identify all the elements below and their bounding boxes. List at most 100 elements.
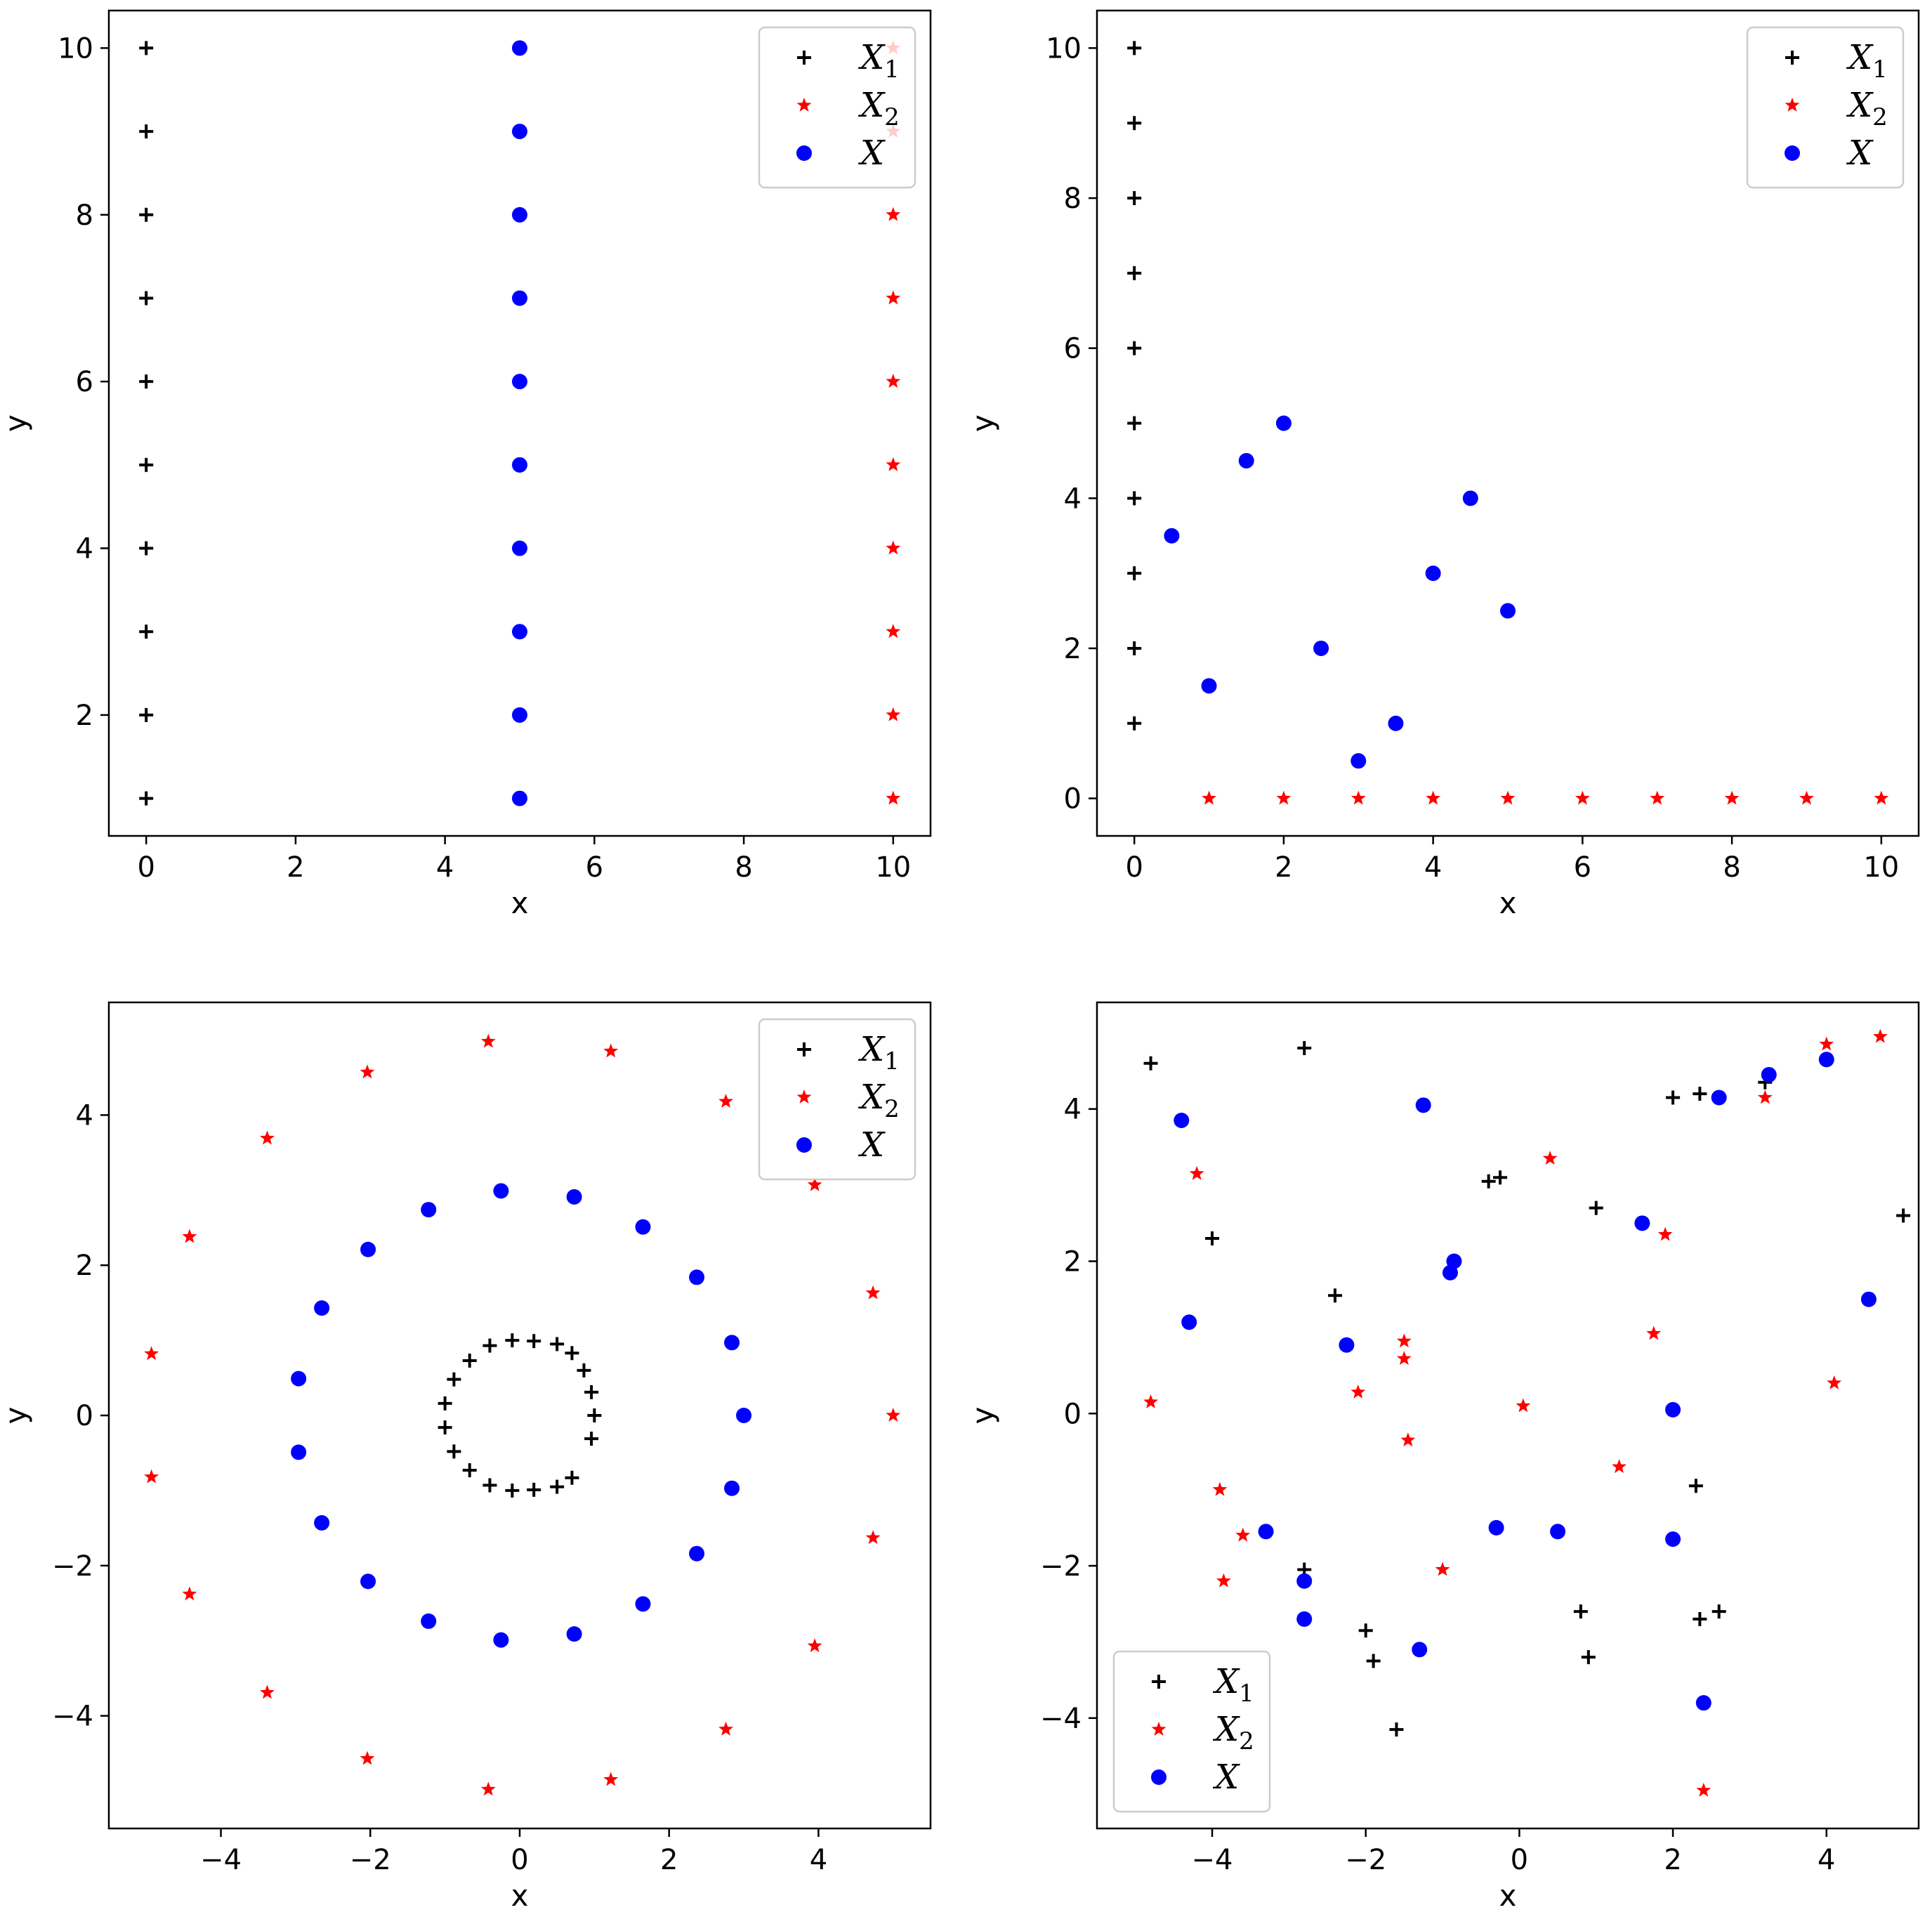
series-X1 [139,41,154,806]
data-point [512,707,527,723]
data-point [182,1229,197,1243]
data-point [260,1130,275,1145]
data-point [1339,1337,1355,1353]
y-tick-label: 10 [58,32,93,65]
legend-frame [758,1018,916,1181]
data-point [1612,1459,1627,1474]
x-axis-label: x [511,1878,529,1913]
data-point [1127,566,1142,581]
data-point [865,1285,881,1300]
data-point [1189,1165,1204,1180]
data-point [512,124,527,140]
data-point [550,1479,565,1494]
data-point [1351,1384,1366,1399]
data-point [603,1043,619,1058]
y-axis-label: y [0,1407,33,1425]
data-point [482,1338,497,1353]
data-point [886,290,901,305]
data-point [1358,1623,1373,1638]
y-tick-label: −2 [1040,1550,1082,1583]
data-point [1481,1174,1496,1189]
x-tick-label: 10 [1863,851,1899,884]
data-point [512,290,527,306]
y-tick-label: −2 [52,1550,93,1583]
data-point [1415,1097,1431,1113]
data-point [1799,790,1814,805]
data-point [1435,1562,1450,1576]
legend-label: X [857,1125,886,1165]
data-point [1351,790,1366,805]
series-X2 [1143,1028,1888,1797]
series-X [1164,415,1516,769]
y-tick-label: 2 [76,1250,93,1282]
data-point [1657,1226,1673,1241]
x-tick-label: 2 [1664,1844,1681,1876]
data-point [139,624,154,639]
series-X1 [1143,1041,1911,1737]
series-X1 [1127,41,1142,731]
legend-marker [1151,1722,1167,1736]
y-axis-label: y [966,1407,1000,1425]
x-tick-label: 4 [1818,1844,1835,1876]
legend-label: X [1212,1758,1240,1797]
x-tick-label: 2 [1275,851,1292,884]
data-point [291,1444,307,1460]
data-point [886,1408,901,1422]
data-point [1127,41,1142,55]
data-point [1665,1401,1681,1418]
data-point [314,1300,330,1316]
series-X [1174,1052,1877,1711]
legend-marker [1152,1675,1166,1689]
legend-marker [1785,145,1800,161]
x-tick-label: 4 [810,1844,827,1876]
data-point [1446,1253,1462,1269]
data-point [1516,1398,1531,1413]
data-point [724,1480,740,1496]
data-point [1258,1524,1274,1540]
data-point [144,1469,159,1484]
data-point [462,1353,477,1368]
data-point [1396,1333,1412,1348]
data-point [1646,1326,1662,1340]
data-point [1665,1531,1681,1547]
data-point [1327,1288,1342,1303]
data-point [1389,1722,1404,1737]
data-point [512,40,527,56]
data-point [1143,1394,1158,1408]
data-point [1351,753,1367,769]
data-point [512,457,527,473]
data-point [139,41,154,55]
legend-marker [796,145,812,161]
data-point [1313,640,1329,656]
x-tick-label: 4 [1424,851,1442,884]
x-tick-label: −4 [1192,1844,1233,1876]
data-point [1127,116,1142,131]
data-point [260,1684,275,1699]
plot-frame [1096,1001,1920,1830]
data-point [1366,1654,1381,1668]
data-point [1212,1481,1228,1496]
data-point [886,624,901,639]
data-point [480,1033,496,1048]
data-point [1761,1066,1777,1082]
data-point [1860,1291,1877,1307]
data-point [314,1514,330,1531]
data-point [1205,1231,1220,1245]
data-point [505,1483,520,1498]
data-point [1127,716,1142,731]
data-point [447,1372,461,1387]
data-point [1202,790,1217,805]
data-point [1757,1089,1773,1104]
data-point [482,1478,497,1493]
x-axis-label: x [511,886,529,920]
y-tick-label: −4 [52,1701,93,1733]
data-point [1711,1604,1726,1619]
data-point [512,624,527,640]
y-tick-label: 10 [1046,32,1082,65]
data-point [1581,1650,1596,1665]
data-point [505,1333,520,1348]
data-point [1235,1527,1251,1542]
data-point [1724,790,1740,805]
